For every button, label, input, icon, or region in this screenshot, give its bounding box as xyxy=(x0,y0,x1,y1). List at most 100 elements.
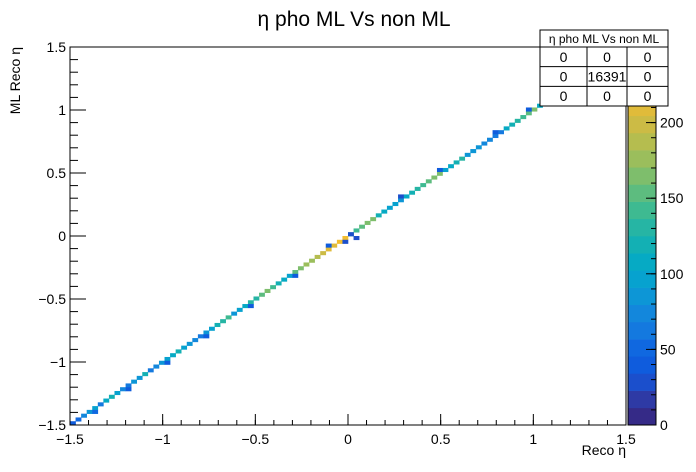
heatmap-cell xyxy=(320,251,327,256)
color-scale-step xyxy=(628,356,656,374)
heatmap-cell xyxy=(186,341,193,346)
heatmap-cell xyxy=(525,107,532,112)
heatmap-cell xyxy=(342,236,349,241)
x-tick-label: −1 xyxy=(155,431,171,447)
color-scale-step xyxy=(628,390,656,409)
heatmap-cell xyxy=(331,243,338,248)
heatmap-cell xyxy=(92,406,99,411)
heatmap-cell xyxy=(303,262,310,267)
heatmap-cell xyxy=(398,194,404,199)
heatmap-cell xyxy=(386,205,393,210)
z-tick-label: 100 xyxy=(660,266,684,282)
heatmap-cell xyxy=(381,209,388,214)
stats-box-cell: 0 xyxy=(603,49,611,65)
heatmap-cell xyxy=(353,236,360,241)
color-scale-step xyxy=(628,236,656,254)
color-scale-step xyxy=(628,132,656,151)
heatmap-cell xyxy=(459,156,466,161)
heatmap-cell xyxy=(236,307,243,312)
heatmap-cell xyxy=(514,118,521,123)
heatmap-cell xyxy=(292,273,299,278)
heatmap-cell xyxy=(325,243,332,248)
z-tick-label: 150 xyxy=(660,190,684,206)
heatmap-cell xyxy=(75,417,82,422)
heatmap-cell xyxy=(325,247,332,252)
heatmap-cell xyxy=(525,111,532,116)
heatmap-cell xyxy=(292,270,299,275)
stats-box-cell: 0 xyxy=(560,49,568,65)
heatmap-cell xyxy=(475,145,482,150)
heatmap-cell xyxy=(225,315,232,320)
heatmap-cell xyxy=(398,198,404,203)
heatmap-cell xyxy=(114,390,121,396)
x-tick-label: 0.5 xyxy=(431,431,451,447)
heatmap-cells xyxy=(70,47,627,426)
heatmap-cell xyxy=(108,394,115,399)
heatmap-cell xyxy=(203,334,210,339)
x-tick-label: −0.5 xyxy=(242,431,270,447)
color-scale-step xyxy=(628,253,656,271)
heatmap-cell xyxy=(297,266,304,271)
color-scale-step xyxy=(628,167,656,185)
heatmap-cell xyxy=(286,273,293,278)
z-tick-label: 50 xyxy=(660,341,676,357)
color-scale-step xyxy=(628,184,656,202)
heatmap-cell xyxy=(164,360,171,365)
stats-box-cell: 0 xyxy=(560,88,568,104)
color-scale-step xyxy=(628,218,656,237)
heatmap-cell xyxy=(153,364,160,369)
y-tick-label: −1.5 xyxy=(38,417,66,433)
color-scale-step xyxy=(628,339,656,357)
x-tick-label: 0 xyxy=(344,431,352,447)
heatmap-cell xyxy=(359,224,365,229)
heatmap-cell xyxy=(309,258,315,263)
heatmap-cell xyxy=(470,149,477,154)
heatmap-cell xyxy=(492,130,499,135)
heatmap-cell xyxy=(431,175,438,180)
y-axis: −1.5 −1 −0.5 0 0.5 1 1.5 xyxy=(38,39,86,433)
heatmap-cell xyxy=(242,304,249,309)
heatmap-cell xyxy=(197,334,204,339)
heatmap-cell xyxy=(203,330,210,335)
heatmap-cell xyxy=(436,167,443,173)
heatmap-cell xyxy=(270,285,277,290)
heatmap-cell xyxy=(103,398,110,403)
heatmap-cell xyxy=(247,304,254,309)
heatmap-cell xyxy=(453,160,460,165)
heatmap-cell xyxy=(436,171,443,176)
heatmap-cell xyxy=(392,201,399,207)
color-scale-axis: 0 50 100 150 200 xyxy=(646,46,684,433)
heatmap-cell xyxy=(481,141,488,146)
color-scale-step xyxy=(628,321,656,340)
heatmap-cell xyxy=(364,220,371,225)
heatmap-cell xyxy=(214,322,221,328)
color-scale-step xyxy=(628,287,656,306)
y-tick-label: −1 xyxy=(50,354,66,370)
stats-box-title: η pho ML Vs non ML xyxy=(549,32,660,46)
heatmap-cell xyxy=(220,319,226,324)
y-tick-label: 1.5 xyxy=(47,39,67,55)
heatmap-cell xyxy=(420,183,427,188)
heatmap-cell xyxy=(170,353,176,358)
heatmap-cell xyxy=(425,179,432,184)
heatmap-cell xyxy=(409,190,416,195)
heatmap-cell xyxy=(498,130,504,135)
color-scale-step xyxy=(628,407,656,426)
heatmap-cell xyxy=(442,167,449,173)
z-tick-label: 0 xyxy=(660,417,668,433)
heatmap-cell xyxy=(136,375,143,380)
heatmap-cell xyxy=(70,421,76,426)
heatmap-cell xyxy=(131,379,138,384)
heatmap-cell xyxy=(509,122,516,127)
heatmap-cell xyxy=(125,383,132,388)
heatmap-cell xyxy=(370,217,377,222)
color-scale-step xyxy=(628,150,656,168)
heatmap-cell xyxy=(253,296,260,301)
heatmap-cell xyxy=(464,152,471,157)
heatmap-cell xyxy=(448,164,454,169)
stats-box-cell: 0 xyxy=(644,69,652,85)
heatmap-cell xyxy=(142,372,149,377)
heatmap-cell xyxy=(520,115,527,120)
y-tick-label: 0.5 xyxy=(47,165,67,181)
y-tick-label: −0.5 xyxy=(38,291,66,307)
